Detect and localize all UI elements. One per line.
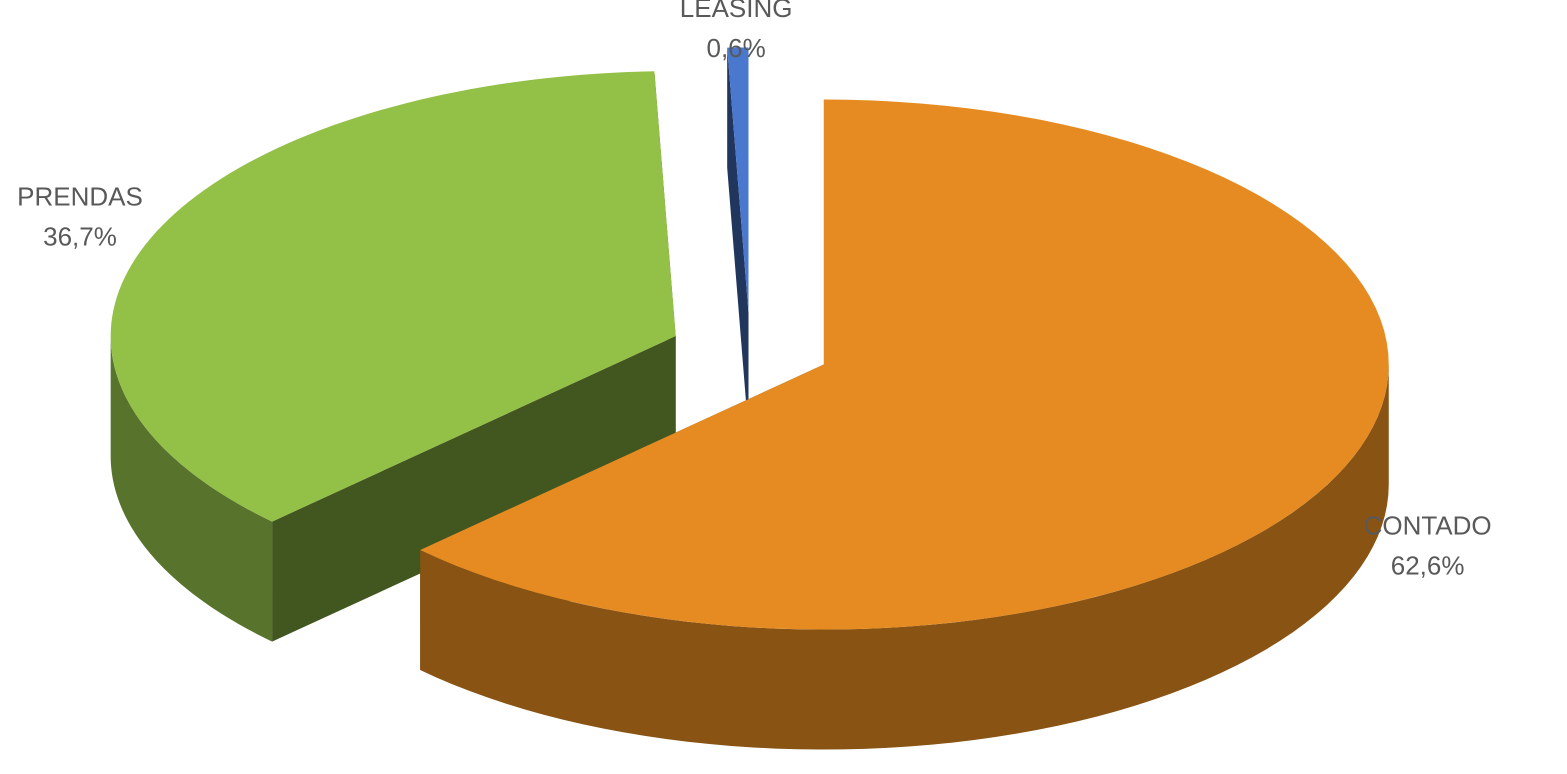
value-label: 0,6% — [706, 33, 765, 63]
slice-side — [110, 336, 273, 642]
value-label: 62,6% — [1391, 550, 1465, 580]
slice-side — [420, 364, 1389, 750]
slice — [727, 47, 749, 313]
slice-sides — [110, 336, 1389, 750]
value-label: 36,7% — [43, 222, 117, 252]
category-label: CONTADO — [1364, 510, 1492, 540]
slice-cut-face — [727, 47, 749, 433]
slice — [110, 71, 676, 522]
slice — [420, 99, 1389, 630]
category-label: PRENDAS — [17, 182, 143, 212]
slice-tops — [110, 47, 1389, 630]
category-label: LEASING — [680, 0, 793, 23]
slice-cut-face — [272, 336, 676, 642]
